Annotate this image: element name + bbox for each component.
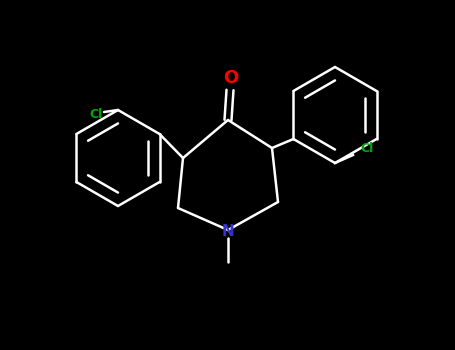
Text: Cl: Cl [360,142,374,155]
Text: N: N [222,224,234,239]
Text: O: O [223,69,238,87]
Text: Cl: Cl [89,107,103,120]
